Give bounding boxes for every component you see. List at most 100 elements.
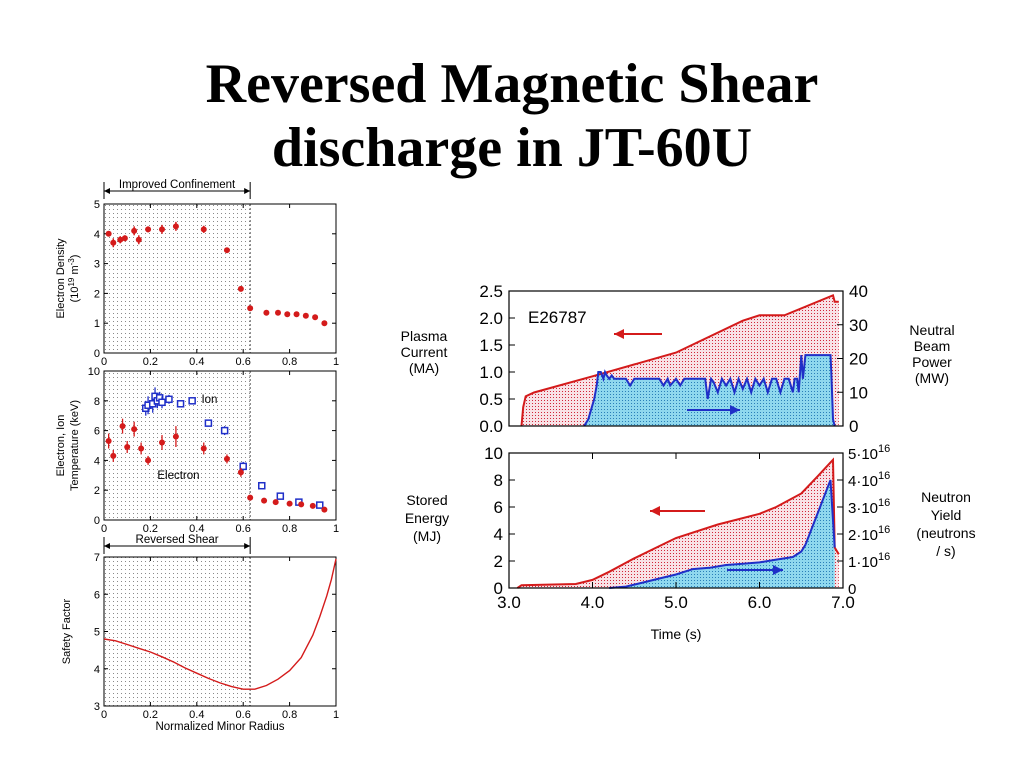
stored-energy-and-neutron-yield-chart: 024681001·10162·10163·10164·10165·10163.… (405, 443, 976, 642)
y-tick-label: 6 (94, 589, 100, 601)
right-axis-label: / s) (936, 543, 955, 559)
left-tick-label: 0.5 (479, 390, 503, 409)
bracket-arrow-right (244, 188, 251, 194)
y-tick-label: 3 (94, 259, 100, 271)
beam-power-arrow-head (730, 405, 740, 415)
right-tick-exponent: 16 (878, 551, 890, 563)
right-tick-mantissa: 1·10 (848, 554, 878, 571)
electron-temperature-point (131, 426, 138, 433)
left-tick-label: 0 (494, 579, 503, 598)
right-tick-label: 4·1016 (848, 470, 890, 490)
safety-factor-line (103, 558, 337, 690)
right-tick-label: 5·1016 (848, 443, 890, 463)
x-tick-label: 1 (333, 709, 339, 721)
y-axis-label-2: Temperature (keV) (69, 400, 81, 491)
right-tick-mantissa: 0 (848, 581, 856, 598)
left-axis-label: Stored (406, 492, 447, 508)
x-tick-label: 6.0 (748, 593, 772, 612)
x-tick-label: 3.0 (497, 593, 521, 612)
density-point (117, 236, 124, 243)
left-tick-label: 2 (494, 552, 503, 571)
density-point (302, 312, 309, 319)
density-point (200, 226, 207, 233)
left-tick-label: 4 (494, 525, 503, 544)
y-tick-label: 8 (94, 396, 100, 408)
y-axis-units-part: (10 (69, 287, 81, 303)
right-series-fill (609, 480, 835, 588)
left-tick-label: 2.5 (479, 282, 503, 301)
ion-temperature-point (204, 419, 213, 427)
neutron-yield-arrow-head (773, 565, 783, 575)
bracket-label: Reversed Shear (136, 534, 219, 546)
right-tick-label: 30 (849, 316, 868, 335)
stored-energy-arrow-head (650, 506, 660, 516)
right-tick-label: 2·1016 (848, 524, 890, 544)
electron-temperature-point (247, 494, 254, 501)
right-tick-label: 40 (849, 282, 868, 301)
bracket-label: Improved Confinement (119, 179, 236, 191)
right-series-line (583, 354, 836, 427)
left-tick-label: 0.0 (479, 417, 503, 436)
right-axis-label: Neutral (909, 322, 954, 338)
right-tick-mantissa: 4·10 (848, 473, 878, 490)
y-axis-units: (1019 m-3) (67, 255, 81, 303)
electron-temperature-point (237, 469, 244, 476)
y-tick-label: 4 (94, 455, 100, 467)
y-tick-label: 3 (94, 701, 100, 713)
y-tick-label: 2 (94, 485, 100, 497)
bracket-arrow-right (244, 543, 251, 549)
right-tick-mantissa: 2·10 (848, 527, 878, 544)
x-tick-label: 0.2 (143, 523, 158, 535)
electron-label: Electron (157, 470, 199, 482)
y-axis-label: Electron, Ion (55, 415, 67, 477)
y-axis-units-part: m (69, 265, 81, 277)
bracket-arrow-left (104, 188, 110, 194)
right-tick-mantissa: 3·10 (848, 500, 878, 517)
left-axis-label: Energy (405, 510, 449, 526)
left-axis-label: (MJ) (413, 528, 441, 544)
electron-temperature-point (298, 501, 305, 508)
x-axis-label: Normalized Minor Radius (155, 721, 284, 733)
electron-temperature-point (172, 433, 179, 440)
x-tick-label: 0.6 (236, 523, 251, 535)
plot-frame (103, 370, 337, 521)
right-tick-mantissa: 5·10 (848, 446, 878, 463)
ion-temperature-point (188, 397, 196, 405)
slide-title-line-2: discharge in JT-60U (271, 117, 753, 179)
y-tick-label: 5 (94, 199, 100, 211)
right-tick-exponent: 16 (878, 524, 890, 536)
y-tick-label: 2 (94, 288, 100, 300)
plasma-current-arrow-head (614, 329, 624, 339)
bracket-arrow-left (104, 543, 110, 549)
electron-temperature-point (309, 502, 316, 509)
x-tick-label: 0.8 (282, 523, 297, 535)
ion-temperature-point (258, 481, 266, 490)
y-tick-label: 4 (94, 229, 100, 241)
density-point (263, 309, 270, 316)
density-point (237, 285, 244, 292)
right-axis-label: (neutrons (916, 525, 975, 541)
y-tick-label: 7 (94, 552, 100, 564)
x-tick-label: 0.2 (143, 709, 158, 721)
right-axis-label: Power (912, 354, 952, 370)
y-tick-label: 10 (88, 366, 100, 378)
density-point (284, 311, 291, 318)
improved-region-shading (104, 557, 251, 706)
y-axis-units-sup: -3 (67, 258, 76, 266)
density-point (145, 226, 152, 233)
density-point (135, 236, 142, 243)
shot-number-label: E26787 (528, 308, 587, 327)
x-axis-label: Time (s) (651, 626, 702, 642)
density-point (321, 320, 328, 327)
ion-temperature-point (239, 462, 247, 471)
left-tick-label: 8 (494, 471, 503, 490)
density-point (293, 311, 300, 318)
y-tick-label: 0 (94, 515, 100, 527)
left-axis-label: (MA) (409, 360, 439, 376)
left-tick-label: 10 (484, 444, 503, 463)
density-point (223, 247, 230, 254)
electron-temperature-point (261, 497, 268, 504)
density-point (131, 227, 138, 234)
left-series-line (516, 457, 840, 589)
